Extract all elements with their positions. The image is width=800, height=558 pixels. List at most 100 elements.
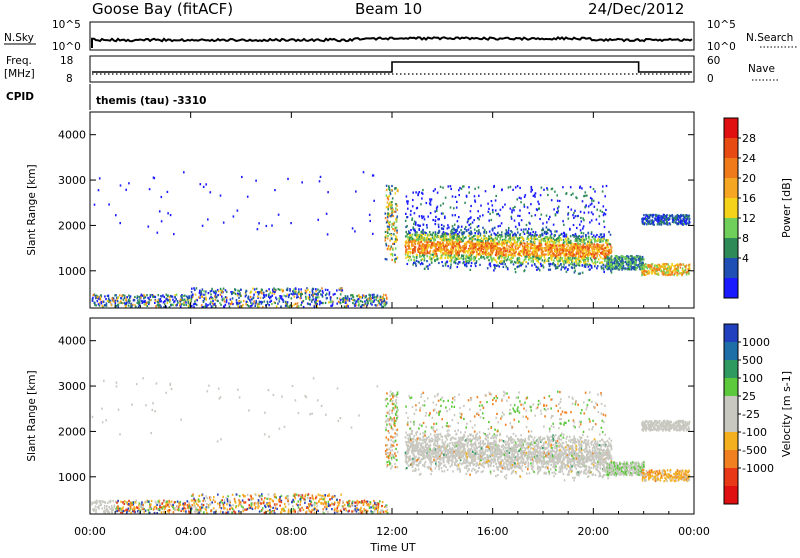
data-cell [675,268,677,270]
data-cell [477,248,479,250]
data-cell [526,238,528,240]
data-cell [373,500,375,502]
data-cell [420,245,422,247]
data-cell [387,228,389,230]
data-cell [626,257,628,259]
data-cell [410,229,412,231]
data-cell [141,300,143,302]
data-cell [441,228,443,230]
data-cell [459,258,461,260]
data-cell [470,265,472,267]
data-cell [446,242,448,244]
data-cell [572,248,574,250]
data-cell [547,194,549,196]
data-cell [594,190,596,192]
data-cell [257,291,259,293]
data-cell [570,242,572,244]
data-cell [388,195,390,197]
data-cell [329,293,331,295]
data-cell [488,220,490,222]
data-cell [189,297,191,299]
data-cell [598,251,600,253]
data-cell [548,257,550,259]
data-cell [577,243,579,245]
data-cell [395,187,397,189]
data-cell [410,210,412,212]
data-cell [585,261,587,263]
data-cell [507,267,509,269]
data-cell [542,251,544,253]
data-cell [442,265,444,267]
data-cell [148,302,150,304]
data-cell [287,178,289,180]
data-cell [433,190,435,192]
data-cell [534,241,536,243]
data-cell [211,288,213,290]
data-cell [164,300,166,302]
data-cell [544,231,546,233]
data-cell [515,186,517,188]
data-cell [436,210,438,212]
data-cell [653,224,655,226]
data-cell [436,207,438,209]
data-cell [416,254,418,256]
data-cell [513,263,515,265]
data-cell [624,256,626,258]
data-cell [502,206,504,208]
data-cell [678,215,680,217]
data-cell [577,215,579,217]
data-cell [563,239,565,241]
data-cell [597,239,599,241]
data-cell [196,287,198,289]
data-cell [680,264,682,266]
data-cell [649,221,651,223]
data-cell [101,301,103,303]
data-cell [405,231,407,233]
data-cell [438,230,440,232]
data-cell [419,191,421,193]
data-cell [642,256,644,258]
data-cell [215,299,217,301]
data-cell [567,259,569,261]
data-cell [488,256,490,258]
data-cell [160,295,162,297]
data-cell [274,302,276,304]
data-cell [442,233,444,235]
data-cell [658,272,660,274]
data-cell [656,265,658,267]
data-cell [508,256,510,258]
data-cell [583,239,585,241]
data-cell [593,262,595,264]
data-cell [549,247,551,249]
data-cell [331,301,333,303]
data-cell [594,241,596,243]
data-cell [278,297,280,299]
data-cell [317,289,319,291]
data-cell [363,295,365,297]
data-cell [648,270,650,272]
data-cell [256,288,258,290]
data-cell [545,253,547,255]
data-cell [603,214,605,216]
data-cell [326,297,328,299]
data-cell [172,296,174,298]
colorbar-tick-label: 4 [742,252,749,265]
data-cell [336,289,338,291]
data-cell [536,269,538,271]
freq-right-bottom-tick: 0 [707,73,714,85]
data-cell [419,229,421,231]
data-cell [294,293,296,295]
data-cell [359,303,361,305]
data-cell [422,217,424,219]
data-cell [380,303,382,305]
data-cell [421,248,423,250]
data-cell [528,250,530,252]
data-cell [157,232,159,234]
data-cell [646,223,648,225]
data-cell [131,305,133,307]
data-cell [217,300,219,302]
data-cell [409,232,411,234]
data-cell [200,183,202,185]
data-cell [389,233,391,235]
